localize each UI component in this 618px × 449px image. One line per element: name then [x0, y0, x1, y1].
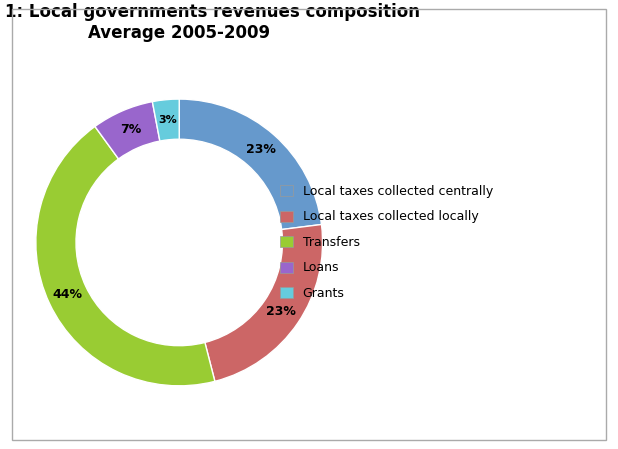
Text: 3%: 3% — [158, 114, 177, 125]
Text: 23%: 23% — [266, 305, 296, 318]
Wedge shape — [153, 99, 179, 141]
Wedge shape — [179, 99, 321, 229]
Text: 44%: 44% — [53, 288, 83, 301]
Wedge shape — [205, 224, 323, 381]
Title: Figure 1: Local governments revenues composition
Average 2005-2009: Figure 1: Local governments revenues com… — [0, 4, 420, 42]
Text: 7%: 7% — [120, 123, 141, 136]
Wedge shape — [95, 101, 160, 159]
Legend: Local taxes collected centrally, Local taxes collected locally, Transfers, Loans: Local taxes collected centrally, Local t… — [275, 180, 498, 305]
Text: 23%: 23% — [246, 144, 276, 156]
Wedge shape — [36, 127, 215, 386]
